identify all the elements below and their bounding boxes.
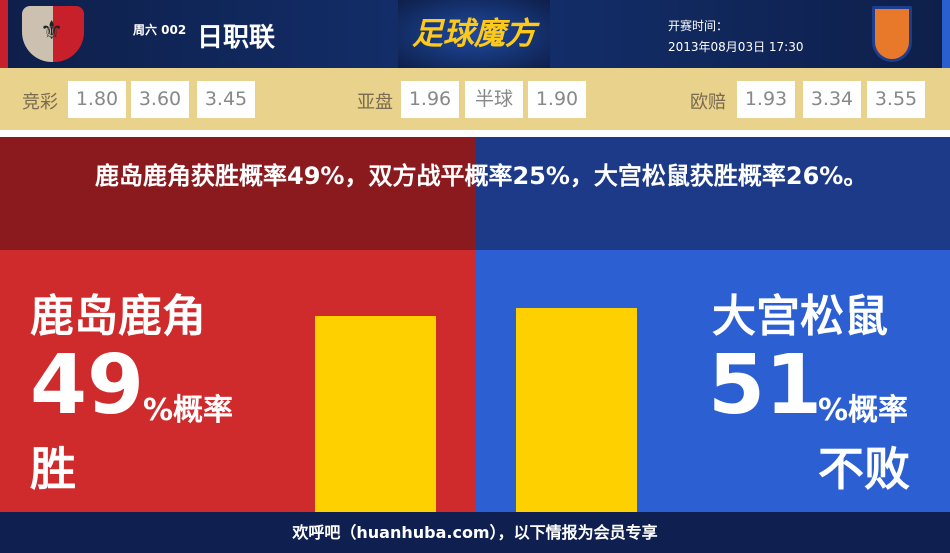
away-team-name: 大宫松鼠 bbox=[712, 291, 888, 342]
footer-notice: 欢呼吧（huanhuba.com），以下情报为会员专享 bbox=[0, 512, 950, 553]
home-result: 胜 bbox=[30, 442, 76, 496]
asian-label: 亚盘 bbox=[357, 92, 393, 113]
home-team-logo: ⚜ bbox=[22, 6, 84, 62]
odds-value: 3.55 bbox=[867, 81, 925, 118]
odds-value: 1.96 bbox=[401, 81, 459, 118]
euro-label: 欧赔 bbox=[690, 92, 726, 113]
odds-value: 1.93 bbox=[737, 81, 795, 118]
kickoff-time: 2013年08月03日 17:30 bbox=[668, 40, 804, 54]
odds-value: 1.80 bbox=[68, 81, 126, 118]
odds-bar: 竞彩 1.80 3.60 3.45 亚盘 1.96 半球 1.90 欧赔 1.9… bbox=[0, 68, 950, 130]
header: ⚜ 周六 002 日职联 足球魔方 开赛时间： 2013年08月03日 17:3… bbox=[0, 0, 950, 68]
away-result: 不败 bbox=[818, 442, 910, 496]
odds-value: 3.34 bbox=[803, 81, 861, 118]
home-unit: %概率 bbox=[143, 393, 234, 428]
away-team-logo bbox=[872, 6, 912, 62]
home-probability-bar bbox=[315, 316, 436, 512]
odds-value: 3.60 bbox=[131, 81, 189, 118]
odds-value: 1.90 bbox=[528, 81, 586, 118]
odds-value: 半球 bbox=[465, 81, 523, 118]
kickoff-label: 开赛时间： bbox=[668, 19, 729, 33]
away-percent: 51 bbox=[708, 338, 823, 433]
jingcai-label: 竞彩 bbox=[22, 92, 58, 113]
deer-icon: ⚜ bbox=[40, 16, 64, 46]
brand-logo: 足球魔方 bbox=[398, 0, 550, 68]
odds-value: 3.45 bbox=[197, 81, 255, 118]
home-percent: 49 bbox=[30, 338, 145, 433]
prediction-summary: 鹿岛鹿角获胜概率49%，双方战平概率25%，大宫松鼠获胜概率26%。 bbox=[95, 162, 868, 190]
home-team-name: 鹿岛鹿角 bbox=[30, 291, 206, 342]
away-unit: %概率 bbox=[818, 393, 909, 428]
league-name: 日职联 bbox=[197, 23, 276, 53]
match-day: 周六 002 bbox=[133, 23, 187, 37]
away-probability-bar bbox=[516, 308, 637, 512]
